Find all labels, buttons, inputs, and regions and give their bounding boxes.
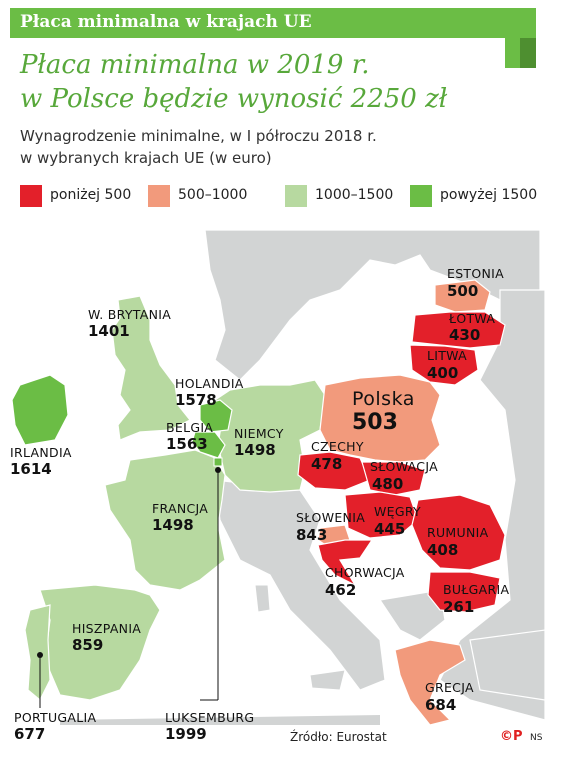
luxembourg-value: 1999 [165,725,207,743]
latvia-value: 430 [449,326,481,344]
uk-shape [111,295,191,441]
legend-label: powyżej 1500 [440,187,538,203]
header-tag: Płaca minimalna w krajach UE [20,12,312,32]
portugal-leader-dot [37,652,43,658]
romania-shape [411,494,506,571]
netherlands-shape [199,399,233,433]
europe-map [11,229,546,725]
croatia-shape [317,539,374,587]
france-name: FRANCJA [152,501,209,516]
estonia-value: 500 [447,282,479,300]
greece-shape [394,639,466,725]
legend-swatch-green [410,185,432,207]
subtitle-line-1: Wynagrodzenie minimalne, w I półroczu 20… [20,127,377,145]
latvia-shape [411,311,506,349]
spain-name: HISZPANIA [72,621,142,636]
land-sardinia [254,584,271,613]
greece-name: GRECJA [425,680,474,695]
czechia-shape [297,451,371,491]
netherlands-name: HOLANDIA [175,376,244,391]
germany-name: NIEMCY [234,426,284,441]
land-turkey [469,629,546,701]
subtitle-line-2: w wybranych krajach UE (w euro) [20,149,272,167]
poland-name: Polska [352,388,415,410]
estonia-name: ESTONIA [447,266,504,281]
land-scandinavia [204,229,541,381]
portugal-name: PORTUGALIA [14,710,97,725]
header-bar [10,8,536,38]
slovakia-shape [361,461,426,496]
spain-value: 859 [72,636,104,654]
land-sicily [309,669,346,691]
germany-value: 1498 [234,441,276,459]
portugal-shape [24,604,51,701]
slovakia-name: SŁOWACJA [370,459,438,474]
czechia-name: CZECHY [311,439,364,454]
croatia-value: 462 [325,581,357,599]
headline-line-2: w Polsce będzie wynosić 2250 zł [20,84,448,114]
ireland-value: 1614 [10,460,52,478]
latvia-name: ŁOTWA [449,311,496,326]
legend-swatch-light-green [285,185,307,207]
ireland-name: IRLANDIA [10,445,72,460]
hungary-value: 445 [374,520,406,538]
bulgaria-name: BUŁGARIA [443,582,510,597]
estonia-shape [434,279,491,313]
croatia-name: CHORWACJA [325,565,405,580]
author-initials: NS [530,733,543,743]
greece-value: 684 [425,696,457,714]
legend-swatch-red [20,185,42,207]
luxembourg-shape [213,457,223,467]
bulgaria-value: 261 [443,598,475,616]
hungary-name: WĘGRY [374,504,421,519]
ireland-shape [11,374,69,446]
lithuania-value: 400 [427,364,459,382]
poland-value: 503 [352,410,398,435]
france-value: 1498 [152,516,194,534]
hungary-shape [344,491,419,539]
portugal-value: 677 [14,725,46,743]
uk-name: W. BRYTANIA [88,307,172,322]
czechia-value: 478 [311,455,343,473]
legend-label: poniżej 500 [50,187,132,203]
poland-shape [319,374,441,463]
slovakia-value: 480 [372,475,404,493]
uk-value: 1401 [88,322,130,340]
header-fold-decoration [520,38,536,68]
legend-label: 1000–1500 [315,187,394,203]
luxembourg-leader-dot [215,467,221,473]
slovenia-name: SŁOWENIA [296,510,366,525]
source-note: Źródło: Eurostat [290,730,387,744]
luxembourg-name: LUKSEMBURG [165,710,255,725]
slovenia-value: 843 [296,526,328,544]
brand-logo: ©P [500,729,523,744]
romania-name: RUMUNIA [427,525,489,540]
netherlands-value: 1578 [175,391,217,409]
land-north-africa [60,715,380,725]
land-alps-italy [214,479,386,691]
lithuania-name: LITWA [427,348,468,363]
belgium-name: BELGIA [166,420,214,435]
legend-label: 500–1000 [178,187,248,203]
bulgaria-shape [427,571,501,613]
romania-value: 408 [427,541,459,559]
headline-line-1: Płaca minimalna w 2019 r. [20,50,370,80]
lithuania-shape [409,344,479,386]
land-east [439,289,546,721]
legend-swatch-salmon [148,185,170,207]
belgium-value: 1563 [166,435,208,453]
